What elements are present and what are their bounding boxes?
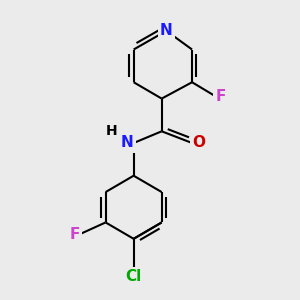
Text: F: F [215, 89, 226, 104]
Text: N: N [160, 23, 173, 38]
Text: H: H [106, 124, 117, 138]
Text: F: F [70, 226, 80, 242]
Text: O: O [192, 136, 205, 151]
Text: N: N [121, 136, 134, 151]
Text: Cl: Cl [125, 269, 142, 284]
